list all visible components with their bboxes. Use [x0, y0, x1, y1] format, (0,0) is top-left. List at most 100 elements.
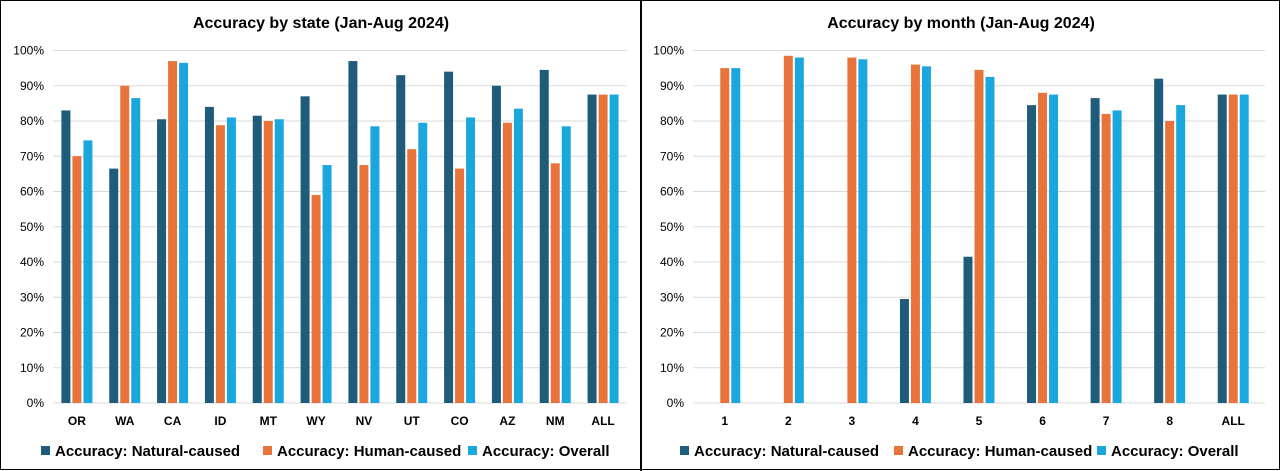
month-bar-overall [985, 76, 995, 403]
month-bar-human [847, 57, 857, 404]
state-bar-human [168, 61, 178, 403]
month-bar-human [910, 64, 920, 403]
month-y-tick-label: 20% [660, 326, 684, 340]
state-bar-natural [61, 110, 71, 404]
state-bar-human [359, 165, 369, 403]
month-bar-human [974, 69, 984, 403]
month-bar-human [720, 68, 730, 403]
month-bar-human [783, 55, 793, 403]
state-y-tick-label: 50% [20, 220, 44, 234]
month-legend-swatch-human [894, 446, 903, 455]
state-bar-natural [348, 61, 358, 403]
state-bar-human [72, 156, 82, 403]
month-bar-natural [1090, 98, 1100, 404]
state-x-tick-label: AZ [499, 414, 515, 428]
month-bar-overall [731, 68, 741, 403]
month-y-tick-label: 90% [660, 79, 684, 93]
state-bar-human [215, 125, 225, 403]
state-bar-overall [418, 122, 428, 403]
month-y-tick-label: 0% [667, 396, 685, 410]
state-x-tick-label: ALL [591, 414, 614, 428]
month-y-tick-label: 40% [660, 255, 684, 269]
state-bar-natural [252, 115, 262, 404]
month-x-tick-label: 1 [721, 414, 728, 428]
state-bar-overall [226, 117, 236, 403]
state-bar-overall [370, 126, 380, 403]
month-bar-human [1038, 92, 1048, 404]
month-bar-overall [1176, 105, 1186, 403]
state-bar-overall [274, 119, 284, 404]
state-y-tick-label: 90% [20, 79, 44, 93]
state-bar-natural [587, 94, 597, 403]
month-legend-label-overall: Accuracy: Overall [1111, 443, 1239, 460]
month-legend-swatch-natural [680, 446, 689, 455]
month-y-tick-label: 10% [660, 361, 684, 375]
state-x-tick-label: CA [164, 414, 182, 428]
state-x-tick-label: OR [68, 414, 86, 428]
state-bar-overall [466, 117, 476, 403]
state-bar-natural [109, 168, 119, 403]
state-x-tick-label: MT [260, 414, 278, 428]
state-x-tick-label: WA [115, 414, 135, 428]
state-legend-swatch-overall [468, 446, 477, 455]
month-y-tick-label: 30% [660, 290, 684, 304]
month-bar-human [1101, 113, 1111, 403]
state-bar-human [120, 85, 130, 403]
month-bar-natural [1027, 105, 1037, 403]
month-y-tick-label: 100% [653, 44, 684, 58]
state-bar-human [502, 122, 512, 403]
month-bar-natural [963, 256, 973, 403]
state-bar-overall [609, 94, 619, 403]
month-legend-label-human: Accuracy: Human-caused [908, 443, 1092, 460]
month-bar-overall [858, 59, 868, 403]
state-y-tick-label: 100% [13, 44, 44, 58]
month-bar-natural [1217, 94, 1227, 403]
state-legend-swatch-human [263, 446, 272, 455]
state-bar-human [263, 121, 273, 403]
month-y-tick-label: 50% [660, 220, 684, 234]
month-bar-overall [1112, 110, 1122, 404]
month-bar-human [1228, 94, 1238, 403]
month-x-tick-label: 2 [785, 414, 792, 428]
month-x-tick-label: 3 [849, 414, 856, 428]
state-bar-human [407, 149, 417, 403]
month-bar-overall [1049, 94, 1059, 403]
state-legend-swatch-natural [41, 446, 50, 455]
state-bar-natural [491, 85, 501, 403]
month-legend-label-natural: Accuracy: Natural-caused [694, 443, 879, 460]
state-x-tick-label: WY [306, 414, 325, 428]
state-bar-natural [396, 75, 406, 404]
month-y-tick-label: 70% [660, 149, 684, 163]
state-chart-title: Accuracy by state (Jan-Aug 2024) [193, 15, 449, 32]
state-legend-label-natural: Accuracy: Natural-caused [55, 443, 240, 460]
state-bar-overall [179, 62, 189, 404]
state-bar-overall [513, 108, 523, 403]
state-bar-natural [157, 119, 167, 404]
state-bar-human [311, 195, 321, 403]
state-legend-label-human: Accuracy: Human-caused [277, 443, 461, 460]
state-y-tick-label: 70% [20, 149, 44, 163]
state-legend-label-overall: Accuracy: Overall [482, 443, 610, 460]
state-y-tick-label: 40% [20, 255, 44, 269]
state-x-tick-label: NM [546, 414, 565, 428]
month-bar-natural [899, 299, 909, 403]
state-y-tick-label: 0% [27, 396, 45, 410]
month-x-tick-label: 6 [1039, 414, 1046, 428]
state-bar-overall [83, 140, 93, 403]
state-x-tick-label: ID [214, 414, 226, 428]
month-x-tick-label: 4 [912, 414, 919, 428]
month-bar-natural [1154, 78, 1164, 403]
month-y-tick-label: 80% [660, 114, 684, 128]
month-x-tick-label: 7 [1103, 414, 1110, 428]
state-y-tick-label: 20% [20, 326, 44, 340]
month-x-tick-label: 8 [1166, 414, 1173, 428]
month-bar-human [1165, 121, 1175, 403]
state-bar-overall [322, 165, 332, 403]
state-y-tick-label: 60% [20, 185, 44, 199]
state-bar-natural [444, 71, 454, 404]
state-bar-human [598, 94, 608, 403]
month-legend-swatch-overall [1097, 446, 1106, 455]
state-bar-natural [204, 106, 214, 404]
